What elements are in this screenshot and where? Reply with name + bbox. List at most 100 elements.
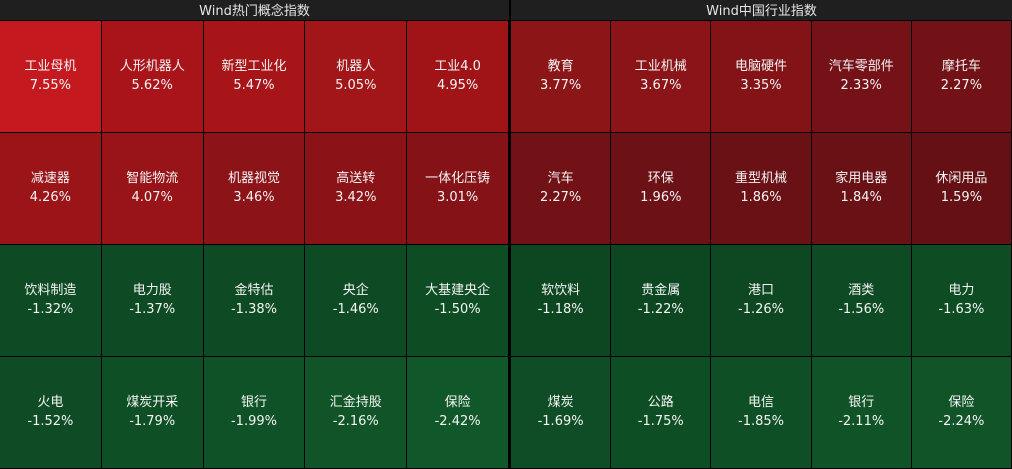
tile-change-pct: -1.69% (537, 414, 584, 430)
heatmap-tile[interactable]: 工业母机 7.55% (0, 20, 102, 133)
tile-name: 软饮料 (541, 283, 581, 299)
tile-change-pct: 5.62% (131, 78, 173, 94)
tile-name: 金特估 (234, 283, 274, 299)
heatmap-tile[interactable]: 保险 -2.42% (407, 356, 509, 469)
tile-change-pct: -2.11% (838, 414, 885, 430)
tile-change-pct: -1.85% (738, 414, 784, 430)
heatmap-tile[interactable]: 火电 -1.52% (0, 356, 102, 469)
tile-name: 保险 (444, 395, 471, 411)
tile-name: 高送转 (336, 171, 376, 187)
tile-change-pct: 3.46% (233, 190, 275, 206)
tile-name: 电力股 (132, 283, 172, 299)
heatmap-tile[interactable]: 汽车零部件 2.33% (811, 20, 912, 133)
heatmap-tile[interactable]: 金特估 -1.38% (203, 244, 306, 357)
tile-name: 银行 (240, 395, 267, 411)
tile-name: 电力 (948, 283, 975, 299)
heatmap-tile[interactable]: 电力 -1.63% (911, 244, 1012, 357)
heatmap-tile[interactable]: 机器视觉 3.46% (203, 132, 306, 245)
tile-name: 煤炭开采 (126, 395, 179, 411)
heatmap-tile[interactable]: 酒类 -1.56% (811, 244, 912, 357)
tile-name: 保险 (948, 395, 975, 411)
tile-change-pct: -1.38% (230, 302, 277, 318)
heatmap-tile[interactable]: 大基建央企 -1.50% (407, 244, 509, 357)
heatmap-tile[interactable]: 央企 -1.46% (305, 244, 408, 357)
industry-index-grid: 教育 3.77% 工业机械 3.67% 电脑硬件 3.35% 汽车零部件 2.33% 摩托车 2.… (511, 20, 1012, 469)
heatmap-tile[interactable]: 软饮料 -1.18% (511, 244, 612, 357)
tile-change-pct: -1.18% (537, 302, 584, 318)
tile-name: 工业4.0 (434, 59, 481, 75)
industry-index-panel: Wind中国行业指数 教育 3.77% 工业机械 3.67% 电脑硬件 3.35% 汽车零部… (511, 0, 1012, 469)
heatmap-tile[interactable]: 高送转 3.42% (305, 132, 408, 245)
heatmap-tile[interactable]: 教育 3.77% (511, 20, 612, 133)
concept-index-panel: Wind热门概念指数 工业母机 7.55% 人形机器人 5.62% 新型工业化 5.47%… (0, 0, 509, 469)
tile-name: 汇金持股 (329, 395, 382, 411)
heatmap-tile[interactable]: 休闲用品 1.59% (911, 132, 1012, 245)
heatmap-tile[interactable]: 煤炭开采 -1.79% (101, 356, 204, 469)
heatmap-tile[interactable]: 重型机械 1.86% (711, 132, 812, 245)
tile-change-pct: -1.52% (27, 414, 74, 430)
tile-name: 教育 (547, 59, 574, 75)
heatmap-tile[interactable]: 电信 -1.85% (711, 356, 812, 469)
tile-name: 机器视觉 (227, 171, 280, 187)
tile-name: 港口 (748, 283, 775, 299)
heatmap-tile[interactable]: 贵金属 -1.22% (611, 244, 712, 357)
tile-change-pct: 1.86% (740, 190, 782, 206)
heatmap-tile[interactable]: 保险 -2.24% (911, 356, 1012, 469)
tile-name: 汽车 (547, 171, 574, 187)
tile-name: 家用电器 (835, 171, 888, 187)
tile-change-pct: -1.37% (129, 302, 176, 318)
tile-name: 新型工业化 (221, 59, 287, 75)
concept-index-grid: 工业母机 7.55% 人形机器人 5.62% 新型工业化 5.47% 机器人 5.05% 工业4… (0, 20, 509, 469)
tile-name: 公路 (647, 395, 674, 411)
tile-change-pct: 3.35% (740, 78, 782, 94)
heatmap-tile[interactable]: 汽车 2.27% (511, 132, 612, 245)
heatmap-tile[interactable]: 智能物流 4.07% (101, 132, 204, 245)
tile-change-pct: 4.07% (131, 190, 173, 206)
heatmap-tile[interactable]: 银行 -1.99% (203, 356, 306, 469)
tile-change-pct: 4.26% (29, 190, 72, 206)
heatmap-tile[interactable]: 电力股 -1.37% (101, 244, 204, 357)
tile-name: 大基建央企 (425, 283, 491, 299)
tile-name: 智能物流 (126, 171, 179, 187)
heatmap-tile[interactable]: 家用电器 1.84% (811, 132, 912, 245)
tile-change-pct: -1.56% (838, 302, 885, 318)
heatmap-tile[interactable]: 环保 1.96% (611, 132, 712, 245)
tile-name: 工业机械 (634, 59, 687, 75)
tile-change-pct: 1.84% (840, 190, 882, 206)
heatmap-tile[interactable]: 汇金持股 -2.16% (305, 356, 408, 469)
tile-name: 电信 (748, 395, 775, 411)
heatmap-tile[interactable]: 人形机器人 5.62% (101, 20, 204, 133)
panel-divider (509, 0, 511, 469)
heatmap-tile[interactable]: 减速器 4.26% (0, 132, 102, 245)
tile-change-pct: 3.01% (436, 190, 479, 206)
tile-name: 银行 (848, 395, 875, 411)
heatmap-tile[interactable]: 机器人 5.05% (305, 20, 408, 133)
heatmap-tile[interactable]: 银行 -2.11% (811, 356, 912, 469)
tile-change-pct: 3.42% (335, 190, 377, 206)
tile-change-pct: -1.46% (332, 302, 379, 318)
tile-name: 央企 (342, 283, 369, 299)
heatmap-tile[interactable]: 港口 -1.26% (711, 244, 812, 357)
tile-name: 人形机器人 (119, 59, 185, 75)
tile-name: 贵金属 (641, 283, 681, 299)
tile-name: 休闲用品 (935, 171, 988, 187)
heatmap-tile[interactable]: 摩托车 2.27% (911, 20, 1012, 133)
tile-name: 机器人 (336, 59, 376, 75)
heatmap-tile[interactable]: 一体化压铸 3.01% (407, 132, 509, 245)
heatmap-tile[interactable]: 新型工业化 5.47% (203, 20, 306, 133)
tile-change-pct: 3.67% (640, 78, 682, 94)
tile-change-pct: 2.33% (840, 78, 882, 94)
tile-name: 一体化压铸 (425, 171, 491, 187)
tile-name: 火电 (37, 395, 64, 411)
heatmap-tile[interactable]: 煤炭 -1.69% (511, 356, 612, 469)
tile-name: 减速器 (30, 171, 70, 187)
heatmap-tile[interactable]: 电脑硬件 3.35% (711, 20, 812, 133)
tile-change-pct: 1.96% (640, 190, 682, 206)
heatmap-tile[interactable]: 工业机械 3.67% (611, 20, 712, 133)
heatmap-tile[interactable]: 饮料制造 -1.32% (0, 244, 102, 357)
heatmap-tile[interactable]: 公路 -1.75% (611, 356, 712, 469)
heatmap-tile[interactable]: 工业4.0 4.95% (407, 20, 509, 133)
tile-change-pct: -1.32% (27, 302, 74, 318)
tile-name: 酒类 (848, 283, 875, 299)
